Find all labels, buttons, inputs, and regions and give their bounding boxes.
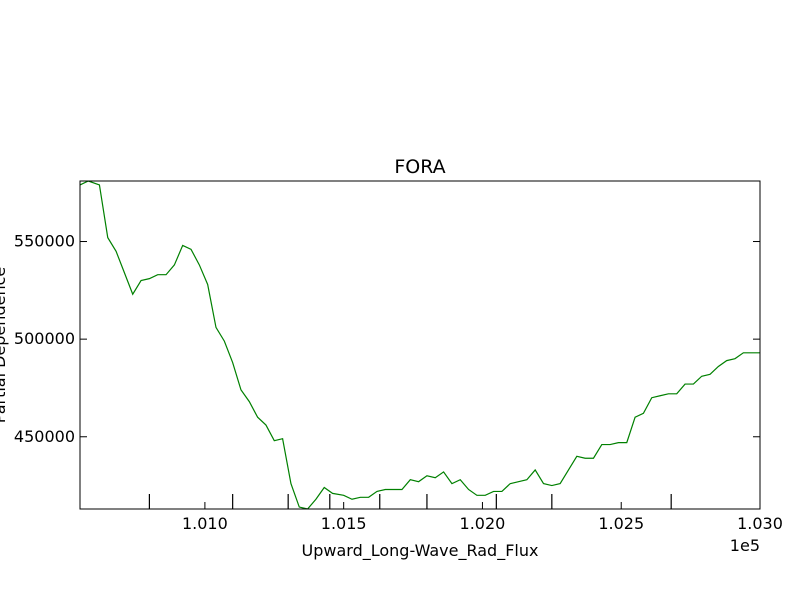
- x-axis-offset-label: 1e5: [730, 536, 760, 555]
- y-tick-label: 550000: [14, 232, 75, 251]
- y-tick-label: 450000: [14, 427, 75, 446]
- x-tick-label: 1.025: [598, 514, 644, 533]
- x-tick-label: 1.010: [182, 514, 228, 533]
- series-line-0: [80, 181, 760, 509]
- x-tick-label: 1.030: [737, 514, 783, 533]
- x-axis-label: Upward_Long-Wave_Rad_Flux: [302, 541, 539, 561]
- plot-area: [80, 181, 760, 509]
- chart-title: FORA: [394, 156, 445, 178]
- x-tick-label: 1.020: [460, 514, 506, 533]
- x-tick-label: 1.015: [321, 514, 367, 533]
- y-tick-label: 500000: [14, 329, 75, 348]
- y-axis-label: Partial Dependence: [0, 267, 9, 423]
- plot-frame: [79, 180, 761, 510]
